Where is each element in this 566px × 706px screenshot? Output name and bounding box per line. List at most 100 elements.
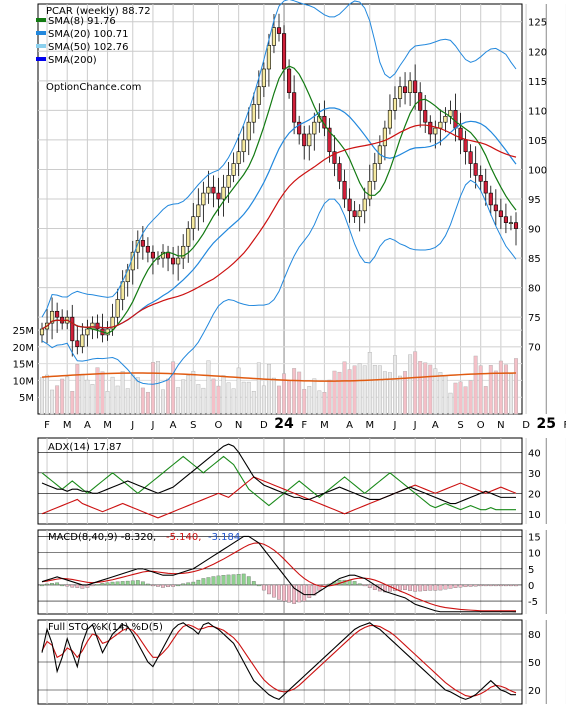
sub-tick-label: 5 [528,565,534,576]
volume-bar [282,373,286,415]
sub-tick-label: 10 [528,510,541,521]
x-tick-label: M [365,420,374,431]
volume-bar [65,376,70,415]
macd-histogram-bar [488,584,493,587]
macd-histogram-bar [256,584,261,587]
macd-histogram-bar [75,584,80,588]
price-tick-label: 125 [528,18,547,29]
macd-histogram-bar [468,584,473,587]
macd-histogram-bar [115,581,120,586]
legend-swatch [36,44,46,48]
macd-title: MACD(8,40,9) -8.320, [48,532,156,543]
macd-histogram-bar [211,576,216,586]
volume-bar [266,363,271,415]
macd-histogram-bar [277,584,281,600]
volume-tick-label: 5M [19,393,34,404]
candle-body [372,163,377,182]
indicator-lines [41,0,517,385]
candle-body [423,110,428,123]
volume-bar [488,365,493,415]
candle-body [70,316,75,342]
legend-label: SMA(8) 91.76 [48,16,116,27]
macd-signal-line [41,542,516,612]
x-tick-label: A [84,420,91,431]
candle-body [181,245,186,259]
sma50-line [41,124,517,330]
macd-histogram-bar [216,575,221,586]
volume-bar [292,368,297,415]
volume-bar [40,377,44,415]
x-tick-label: A [346,420,353,431]
macd-histogram-bar [357,583,362,586]
macd-histogram-bar [403,584,407,590]
macd-histogram-bar [362,584,367,587]
macd-histogram-bar [453,584,458,588]
candle-body [221,186,226,200]
macd-histogram-bar [287,584,291,603]
macd-histogram-bar [428,584,433,591]
candle-body [342,180,347,200]
price-tick-label: 100 [528,165,547,176]
volume-bar [458,381,463,415]
candle-body [468,151,473,164]
price-tick-label: 110 [528,106,547,117]
x-tick-label: 25 [537,416,556,432]
volume-bar [398,375,402,415]
macd-histogram-bar [90,584,95,587]
macd-histogram-bar [398,584,402,591]
sub-tick-label: 10 [528,549,541,560]
candle-body [362,198,367,212]
macd-histogram-bar [408,584,413,591]
price-tick-label: 85 [528,254,541,265]
legend-swatch [36,18,46,22]
candle-body [397,86,403,99]
volume-bar [206,360,211,415]
volume-bar [468,380,473,415]
volume-bar [161,389,165,415]
volume-bar [297,371,302,415]
macd-histogram-bar [292,584,297,604]
candle-body [387,110,392,129]
macd-histogram-bar [504,584,508,587]
volume-bar [498,360,503,415]
candle-body [408,80,413,93]
macd-histogram-bar [100,583,105,586]
volume-bar [332,370,337,415]
macd-histogram-bar [241,573,246,586]
macd-histogram-bar [388,584,392,592]
volume-bar [509,373,513,415]
macd-histogram-bar [498,584,503,587]
volume-bar [312,378,317,415]
candle-body [312,121,317,135]
chart-title: PCAR (weekly) 88.72 [46,6,151,17]
volume-bar [473,355,478,415]
volume-bar [176,387,181,415]
legend-label: SMA(20) 100.71 [48,29,129,40]
volume-bar [80,373,85,415]
macd-histogram-bar [186,582,191,586]
candle-body [271,27,277,46]
x-tick-label: N [235,420,242,431]
macd-histogram-bar [251,581,256,586]
candle-body [438,121,443,129]
volume-bar [50,389,55,415]
candle-body [357,210,362,218]
volume-bar [135,377,140,415]
sto-title: Full STO %K(14) %D(5) [48,622,163,633]
volume-tick-label: 15M [13,360,34,371]
price-tick-label: 75 [528,313,541,324]
volume-bar [140,387,145,415]
volume-bar [236,367,241,415]
candle-body [140,240,145,247]
macd-histogram-bar [120,581,125,586]
x-tick-label: J [413,420,417,431]
volume-bar [261,385,266,415]
candle-body [251,104,256,123]
volume-bar [241,381,246,415]
volume-bar [478,365,483,415]
volume-bar [393,355,397,415]
x-tick-label: M [63,420,72,431]
volume-bars [40,351,518,415]
macd-histogram-bar [135,580,140,586]
